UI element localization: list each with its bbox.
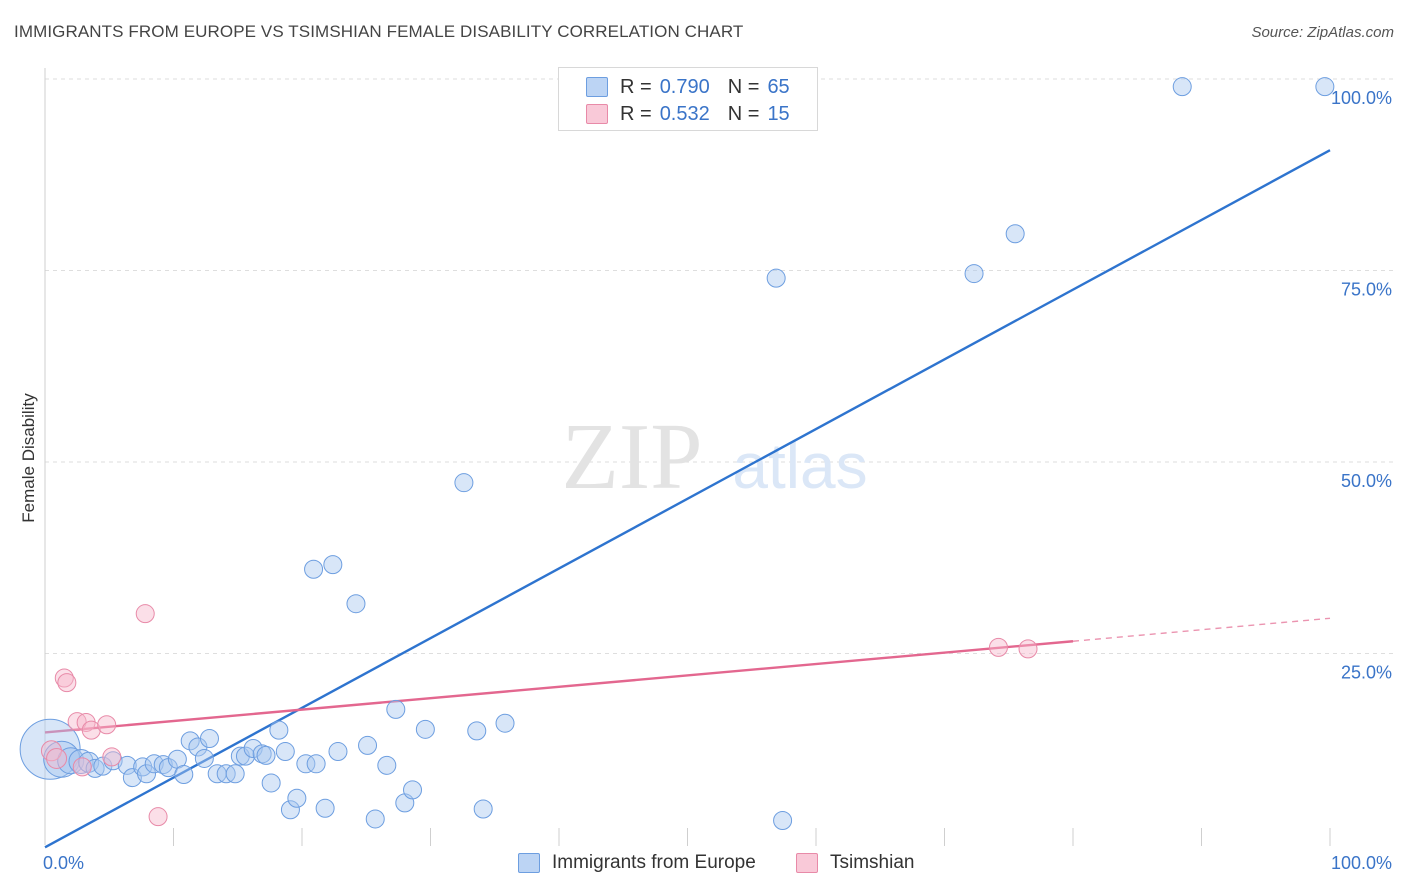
data-point-europe [358, 735, 378, 755]
data-point-europe [287, 788, 307, 808]
data-point-tsimshian [148, 807, 168, 827]
y-tick-label: 75.0% [1341, 280, 1392, 300]
data-point-europe [473, 799, 493, 819]
chart-title: IMMIGRANTS FROM EUROPE VS TSIMSHIAN FEMA… [14, 22, 744, 41]
y-tick-label: 100.0% [1331, 88, 1392, 108]
legend-n-label: N = [727, 102, 760, 125]
data-point-tsimshian [135, 604, 155, 624]
data-point-europe [386, 699, 406, 719]
data-point-europe [306, 754, 326, 774]
legend-swatch-europe [586, 77, 608, 97]
legend-r-value: 0.790 [659, 75, 710, 98]
data-point-europe [766, 268, 786, 288]
legend-label-europe: Immigrants from Europe [552, 852, 756, 873]
data-point-tsimshian [102, 747, 122, 767]
data-point-tsimshian [988, 637, 1008, 657]
legend-n-value: 65 [767, 75, 790, 98]
data-point-europe [261, 773, 281, 793]
y-axis-label: Female Disability [19, 393, 38, 523]
data-point-europe [377, 755, 397, 775]
trendline-europe [44, 149, 1331, 849]
legend-item-europe: Immigrants from Europe [518, 852, 756, 874]
data-point-europe [346, 594, 366, 614]
legend-swatch-tsimshian [586, 104, 608, 124]
data-point-europe [323, 555, 343, 575]
data-point-europe [773, 810, 793, 830]
legend-row-europe: R = 0.790 N = 65 [559, 73, 790, 101]
data-point-europe [117, 755, 137, 775]
legend-n-value: 15 [767, 102, 790, 125]
data-point-tsimshian [1018, 639, 1038, 659]
data-point-europe [280, 800, 300, 820]
correlation-legend: R = 0.790 N = 65 R = 0.532 N = 15 [558, 67, 818, 131]
legend-r-value: 0.532 [659, 102, 710, 125]
data-point-europe [365, 809, 385, 829]
y-tick-label: 50.0% [1341, 471, 1392, 491]
data-point-europe [122, 768, 142, 788]
trendline-tsimshian [44, 640, 1074, 734]
data-point-europe [403, 780, 423, 800]
data-point-europe [174, 765, 194, 785]
trend-lines [44, 149, 1331, 849]
legend-swatch-europe [518, 853, 540, 873]
legend-swatch-tsimshian [796, 853, 818, 873]
data-point-tsimshian [97, 715, 117, 735]
data-point-europe [415, 719, 435, 739]
data-point-europe [57, 747, 85, 775]
data-point-tsimshian [81, 720, 101, 740]
series-tsimshian [40, 604, 1038, 827]
data-point-europe [328, 742, 348, 762]
x-tick-label: 0.0% [43, 853, 84, 873]
chart-source: Source: ZipAtlas.com [1251, 24, 1394, 41]
data-point-europe [1005, 224, 1025, 244]
data-point-europe [235, 746, 255, 766]
data-point-europe [495, 713, 515, 733]
data-point-europe [269, 720, 289, 740]
data-point-europe [68, 749, 94, 775]
data-point-europe [275, 742, 295, 762]
data-point-tsimshian [57, 673, 77, 693]
data-point-europe [296, 754, 316, 774]
watermark-atlas: atlas [732, 430, 867, 502]
data-point-europe [1172, 77, 1192, 97]
data-point-europe [315, 798, 335, 818]
legend-n-label: N = [727, 75, 760, 98]
legend-item-tsimshian: Tsimshian [796, 852, 914, 874]
data-point-europe [180, 731, 200, 751]
data-point-europe [194, 748, 214, 768]
data-point-europe [1315, 77, 1335, 97]
data-point-europe [153, 755, 173, 775]
watermark-zip: ZIP [562, 405, 703, 509]
tick-labels: 25.0% 50.0% 75.0% 100.0% 0.0% 100.0% [43, 88, 1392, 873]
legend-r-label: R = [620, 102, 652, 125]
data-point-europe [137, 764, 157, 784]
data-point-europe [225, 764, 245, 784]
data-point-europe [304, 559, 324, 579]
series-immigrants-from-europe [19, 77, 1335, 830]
series-legend: Immigrants from Europe Tsimshian [0, 852, 1406, 878]
data-point-europe [199, 729, 219, 749]
axes [44, 68, 1331, 846]
data-point-tsimshian [46, 747, 68, 769]
legend-row-tsimshian: R = 0.532 N = 15 [559, 100, 790, 128]
gridlines [45, 78, 1394, 654]
data-point-europe [467, 721, 487, 741]
watermark: ZIP atlas [562, 405, 868, 509]
data-point-europe [256, 745, 276, 765]
data-point-europe [454, 473, 474, 493]
trendline-tsimshian-extension [1072, 617, 1331, 642]
legend-label-tsimshian: Tsimshian [830, 852, 915, 873]
y-tick-label: 25.0% [1341, 663, 1392, 683]
legend-r-label: R = [620, 75, 652, 98]
data-point-tsimshian [72, 757, 92, 777]
data-point-europe [964, 264, 984, 284]
x-tick-label: 100.0% [1331, 853, 1392, 873]
